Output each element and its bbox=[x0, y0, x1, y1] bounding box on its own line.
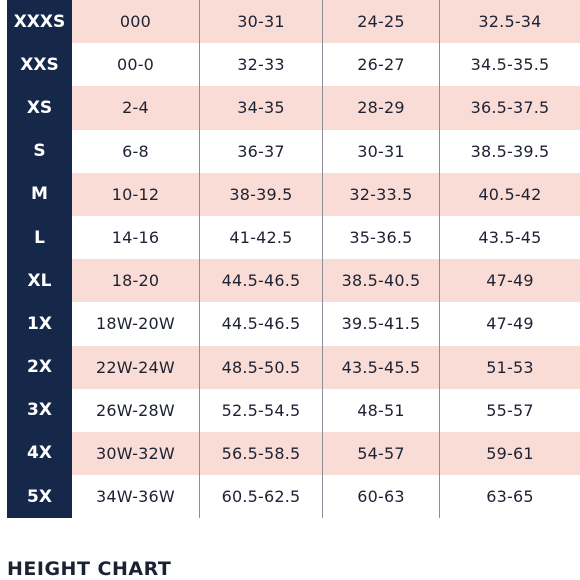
size-label: 4X bbox=[7, 431, 72, 476]
bust-cell: 41-42.5 bbox=[200, 215, 323, 260]
hip-cell: 38.5-39.5 bbox=[470, 141, 550, 161]
numeric-size-cell: 22W-24W bbox=[72, 345, 200, 389]
size-label: XL bbox=[7, 259, 72, 303]
waist-cell: 24-25 bbox=[323, 0, 440, 44]
table-row: XXS 00-0 32-33 26-27 34.5-35.5 bbox=[7, 43, 580, 87]
table-row: S 6-8 36-37 30-31 38.5-39.5 bbox=[7, 129, 580, 173]
bust-cell: 56.5-58.5 bbox=[200, 431, 323, 476]
size-label: L bbox=[7, 215, 72, 260]
numeric-size-cell: 000 bbox=[72, 0, 200, 44]
waist-cell: 35-36.5 bbox=[323, 215, 440, 260]
bust-cell: 34-35 bbox=[200, 86, 323, 130]
bust-cell: 60.5-62.5 bbox=[200, 475, 323, 519]
waist-cell: 26-27 bbox=[323, 43, 440, 87]
numeric-size-cell: 00-0 bbox=[72, 43, 200, 87]
bust-cell: 44.5-46.5 bbox=[200, 302, 323, 346]
hip-cell: 63-65 bbox=[486, 487, 534, 507]
waist-cell: 54-57 bbox=[323, 431, 440, 476]
size-label: 2X bbox=[7, 345, 72, 389]
size-label: XXS bbox=[7, 43, 72, 87]
waist-cell: 43.5-45.5 bbox=[323, 345, 440, 389]
table-row: M 10-12 38-39.5 32-33.5 40.5-42 bbox=[7, 172, 580, 216]
table-row: 1X 18W-20W 44.5-46.5 39.5-41.5 47-49 bbox=[7, 302, 580, 346]
numeric-size-cell: 30W-32W bbox=[72, 431, 200, 476]
hip-cell: 55-57 bbox=[486, 400, 534, 420]
waist-cell: 32-33.5 bbox=[323, 172, 440, 216]
hip-cell: 51-53 bbox=[440, 345, 580, 389]
bust-cell: 36-37 bbox=[200, 129, 323, 173]
waist-cell: 60-63 bbox=[323, 475, 440, 519]
size-chart-table: XXXS 000 30-31 24-25 32.5-34 XXS 00-0 32… bbox=[7, 0, 580, 519]
hip-cell: 34.5-35.5 bbox=[470, 55, 550, 75]
numeric-size-cell: 2-4 bbox=[72, 86, 200, 130]
bust-cell: 38-39.5 bbox=[200, 172, 323, 216]
waist-cell: 39.5-41.5 bbox=[323, 302, 440, 346]
hip-cell: 32.5-34 bbox=[440, 0, 580, 44]
hip-cell: 40.5-42 bbox=[440, 172, 580, 216]
table-row: XL 18-20 44.5-46.5 38.5-40.5 47-49 bbox=[7, 259, 580, 303]
bust-cell: 44.5-46.5 bbox=[200, 259, 323, 303]
size-label: XS bbox=[7, 86, 72, 130]
table-row: 3X 26W-28W 52.5-54.5 48-51 55-57 bbox=[7, 388, 580, 432]
waist-cell: 28-29 bbox=[323, 86, 440, 130]
numeric-size-cell: 10-12 bbox=[72, 172, 200, 216]
hip-cell: 43.5-45 bbox=[478, 228, 542, 248]
table-row: 4X 30W-32W 56.5-58.5 54-57 59-61 bbox=[7, 431, 580, 476]
size-label: 1X bbox=[7, 302, 72, 346]
hip-cell: 59-61 bbox=[440, 431, 580, 476]
table-row: XS 2-4 34-35 28-29 36.5-37.5 bbox=[7, 86, 580, 130]
numeric-size-cell: 6-8 bbox=[72, 129, 200, 173]
bust-cell: 32-33 bbox=[200, 43, 323, 87]
size-label: 3X bbox=[7, 388, 72, 432]
size-label: 5X bbox=[7, 475, 72, 519]
table-row: 5X 34W-36W 60.5-62.5 60-63 63-65 bbox=[7, 475, 580, 519]
table-row: XXXS 000 30-31 24-25 32.5-34 bbox=[7, 0, 580, 44]
size-label: S bbox=[7, 129, 72, 173]
numeric-size-cell: 18-20 bbox=[72, 259, 200, 303]
height-chart-heading: HEIGHT CHART bbox=[7, 558, 172, 580]
bust-cell: 48.5-50.5 bbox=[200, 345, 323, 389]
numeric-size-cell: 18W-20W bbox=[72, 302, 200, 346]
hip-cell: 47-49 bbox=[440, 259, 580, 303]
size-label: XXXS bbox=[7, 0, 72, 44]
table-row: L 14-16 41-42.5 35-36.5 43.5-45 bbox=[7, 215, 580, 260]
numeric-size-cell: 26W-28W bbox=[72, 388, 200, 432]
waist-cell: 48-51 bbox=[323, 388, 440, 432]
hip-cell: 36.5-37.5 bbox=[440, 86, 580, 130]
numeric-size-cell: 14-16 bbox=[72, 215, 200, 260]
bust-cell: 30-31 bbox=[200, 0, 323, 44]
table-row: 2X 22W-24W 48.5-50.5 43.5-45.5 51-53 bbox=[7, 345, 580, 389]
numeric-size-cell: 34W-36W bbox=[72, 475, 200, 519]
hip-cell: 47-49 bbox=[486, 314, 534, 334]
bust-cell: 52.5-54.5 bbox=[200, 388, 323, 432]
waist-cell: 38.5-40.5 bbox=[323, 259, 440, 303]
waist-cell: 30-31 bbox=[323, 129, 440, 173]
size-label: M bbox=[7, 172, 72, 216]
